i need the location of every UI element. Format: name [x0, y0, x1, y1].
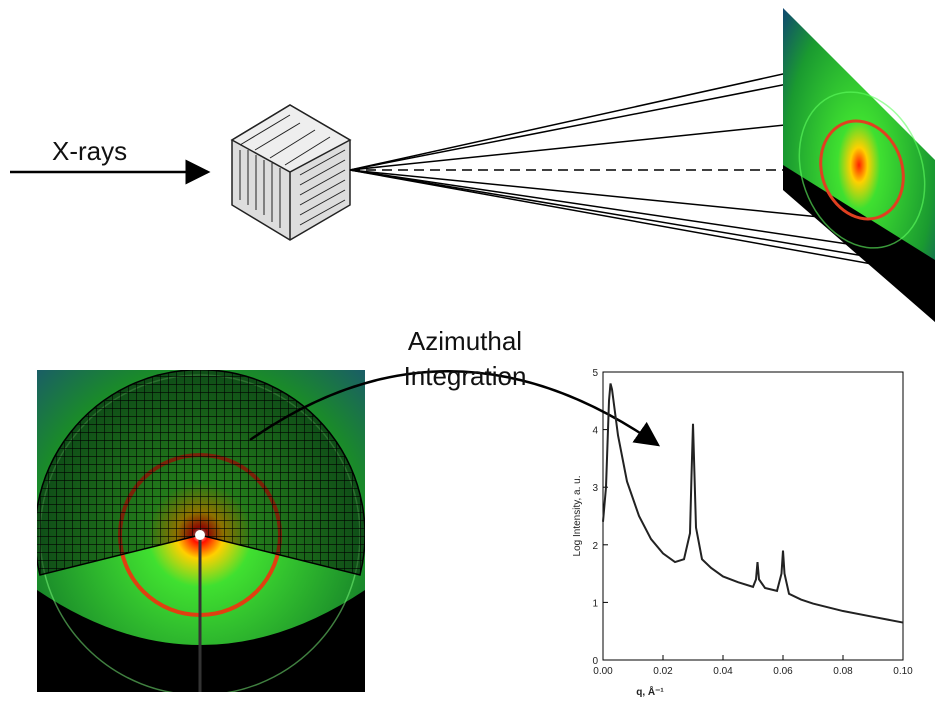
- y-axis-label: Log Intensity, a. u.: [572, 476, 583, 557]
- plot-frame: [603, 372, 903, 660]
- data-line: [603, 384, 903, 623]
- integration-label: Integration: [404, 361, 527, 391]
- x-tick-label: 0.10: [893, 666, 913, 677]
- detector: [778, 8, 935, 330]
- x-axis-label: q, Å⁻¹: [636, 685, 664, 698]
- x-tick-label: 0.04: [713, 666, 733, 677]
- y-tick-label: 2: [592, 541, 598, 552]
- y-tick-label: 5: [592, 368, 598, 379]
- detector-image: [35, 370, 365, 695]
- chart: Log Intensity, a. u. q, Å⁻¹ 0.00 0.02 0.04…: [572, 368, 913, 698]
- x-tick-label: 0.00: [593, 666, 613, 677]
- diagram: X-rays Azimuthal Integration: [0, 0, 935, 706]
- y-tick-label: 1: [592, 598, 598, 609]
- sample-cube: [232, 105, 350, 240]
- x-tick-label: 0.06: [773, 666, 793, 677]
- xrays-label: X-rays: [52, 136, 127, 166]
- y-tick-label: 3: [592, 483, 598, 494]
- x-tick-label: 0.08: [833, 666, 853, 677]
- integration-label: Azimuthal: [408, 326, 522, 356]
- y-tick-label: 0: [592, 656, 598, 667]
- y-tick-label: 4: [592, 426, 598, 437]
- x-tick-label: 0.02: [653, 666, 673, 677]
